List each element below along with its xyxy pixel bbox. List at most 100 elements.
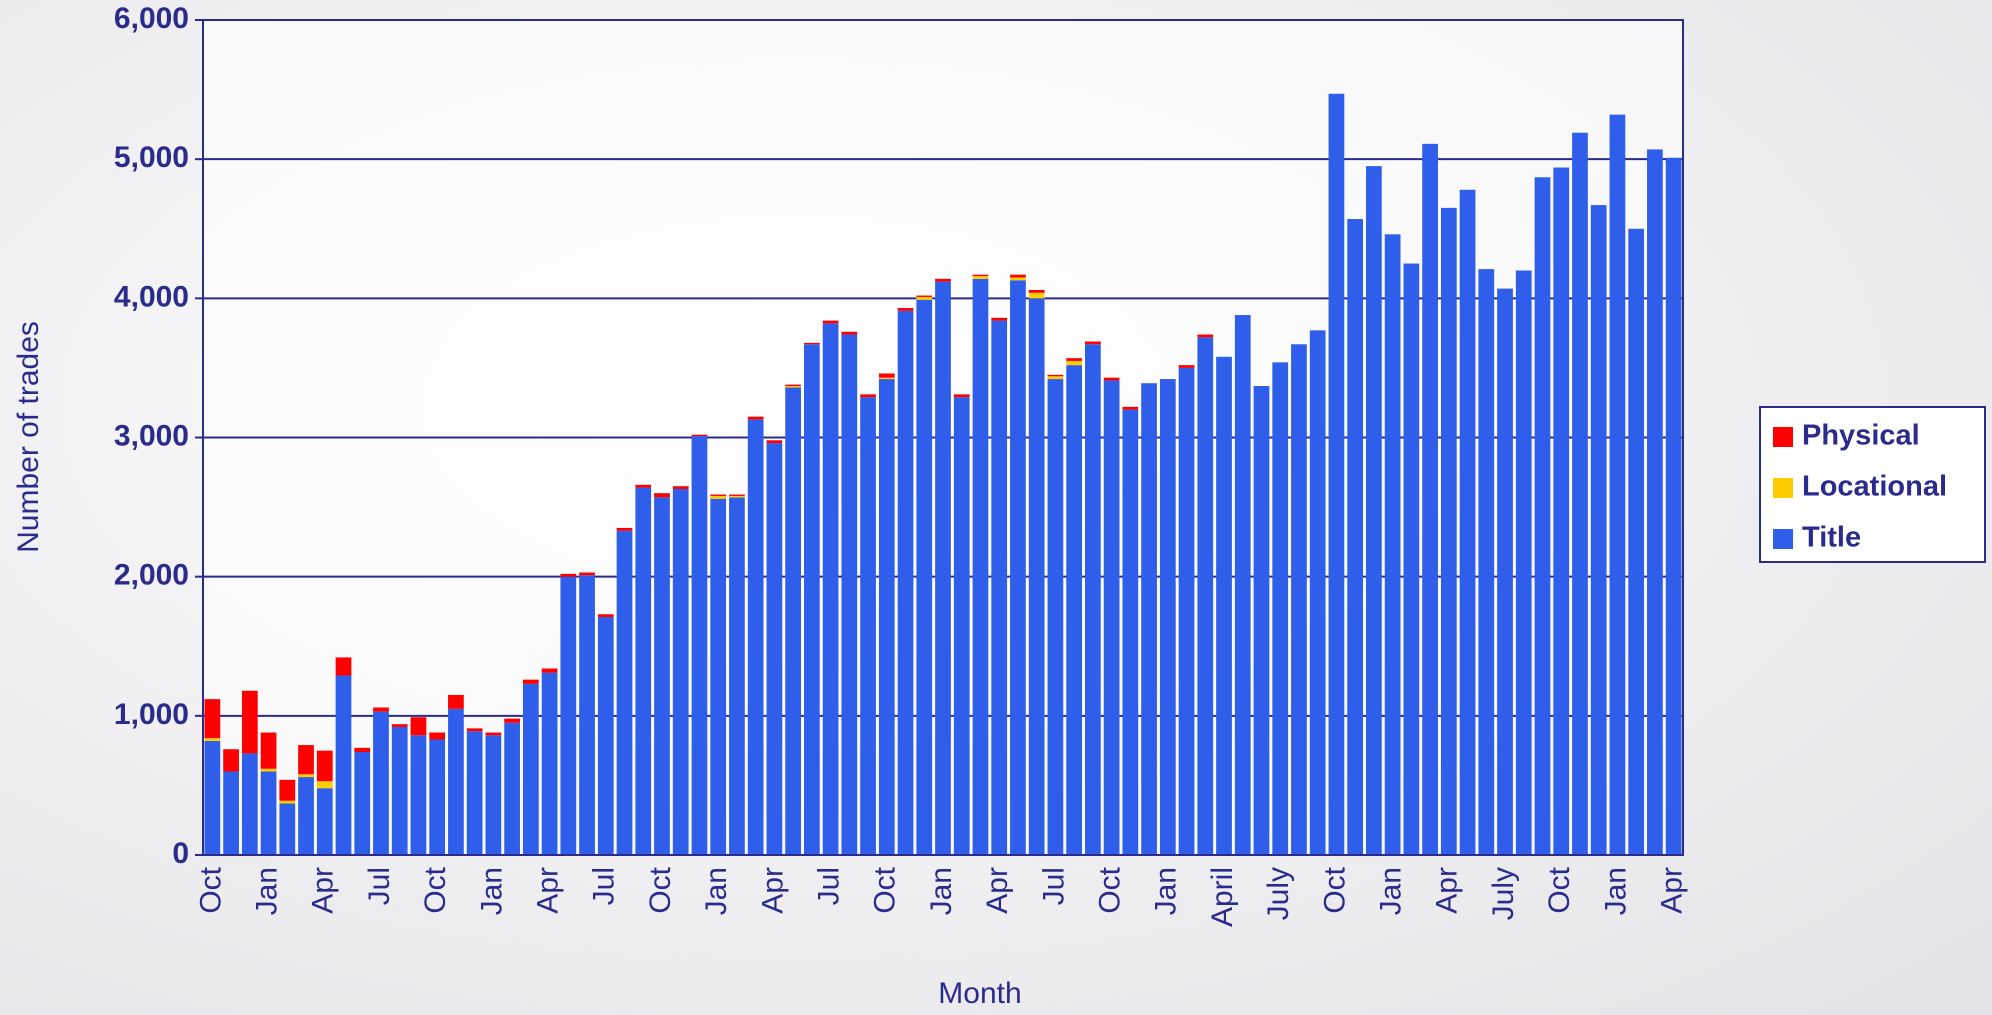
- bar-segment: [897, 310, 914, 855]
- bar-segment: [579, 572, 595, 576]
- bar-segment: [1553, 167, 1570, 855]
- bar-segment: [916, 296, 933, 300]
- bar-segment: [672, 488, 689, 855]
- bar-segment: [597, 617, 614, 855]
- bar-segment: [972, 276, 989, 279]
- bar-segment: [1328, 93, 1345, 856]
- bar-segment: [241, 753, 258, 855]
- x-tick-label: Apr: [756, 867, 789, 914]
- legend-swatch: [1773, 478, 1793, 498]
- bar-segment: [710, 498, 727, 855]
- bar-segment: [466, 728, 483, 732]
- bar-segment: [1178, 365, 1195, 368]
- bar-segment: [1028, 289, 1045, 293]
- bar-segment: [1384, 234, 1401, 856]
- bar-segment: [466, 731, 483, 855]
- bar-segment: [1010, 277, 1026, 281]
- bar-segment: [1272, 362, 1289, 855]
- x-tick-label: Oct: [644, 866, 677, 913]
- bar-segment: [223, 771, 239, 855]
- y-axis-title: Number of trades: [12, 321, 45, 553]
- bar-segment: [279, 800, 296, 804]
- y-tick-label: 2,000: [114, 559, 189, 592]
- bar-segment: [916, 295, 933, 297]
- bar-segment: [1066, 365, 1083, 855]
- x-tick-label: July: [1262, 867, 1295, 920]
- x-tick-label: Apr: [981, 867, 1014, 914]
- x-tick-label: Apr: [307, 867, 340, 914]
- y-tick-label: 3,000: [114, 419, 189, 452]
- bar-segment: [1103, 380, 1120, 855]
- x-tick-label: Jan: [1599, 867, 1632, 915]
- bar-segment: [1216, 356, 1232, 855]
- bar-segment: [1628, 228, 1645, 855]
- bar-segment: [1085, 341, 1101, 345]
- bar-segment: [785, 384, 801, 387]
- bar-segment: [541, 672, 558, 855]
- bar-segment: [373, 711, 389, 855]
- bar-segment: [1534, 177, 1551, 856]
- bar-segment: [1515, 270, 1532, 855]
- bar-segment: [1309, 330, 1326, 855]
- bar-segment: [916, 299, 933, 856]
- y-tick-label: 1,000: [114, 698, 189, 731]
- bar-segment: [729, 495, 745, 498]
- x-axis-title: Month: [938, 977, 1021, 1010]
- bar-segment: [1197, 337, 1214, 855]
- bar-segment: [972, 278, 989, 856]
- x-tick-label: July: [1487, 867, 1520, 920]
- x-tick-label: Apr: [1656, 867, 1689, 914]
- bar-segment: [729, 494, 745, 496]
- bar-segment: [1609, 114, 1626, 856]
- bar-segment: [1347, 219, 1364, 856]
- bar-segment: [429, 732, 446, 740]
- bar-segment: [373, 707, 389, 712]
- bar-segment: [560, 573, 577, 577]
- legend-label: Physical: [1802, 420, 1920, 452]
- bar-segment: [410, 735, 427, 855]
- bar-segment: [335, 657, 352, 676]
- legend-label: Locational: [1802, 471, 1947, 503]
- bar-segment: [316, 788, 333, 855]
- bar-segment: [597, 614, 614, 618]
- bar-segment: [485, 732, 502, 736]
- bar-segment: [1291, 344, 1307, 855]
- bar-segment: [953, 394, 970, 398]
- x-tick-label: Jan: [475, 867, 508, 915]
- bar-segment: [579, 575, 595, 855]
- bar-segment: [1478, 269, 1495, 855]
- bar-segment: [635, 484, 652, 488]
- legend-swatch: [1773, 529, 1793, 549]
- bar-segment: [822, 320, 839, 324]
- bar-segment: [841, 331, 858, 335]
- bar-segment: [991, 317, 1008, 321]
- bar-segment: [766, 443, 783, 855]
- bar-segment: [1234, 315, 1251, 855]
- y-tick-label: 4,000: [114, 280, 189, 313]
- x-tick-label: Oct: [194, 866, 227, 913]
- x-tick-label: Apr: [1431, 867, 1464, 914]
- bar-segment: [485, 735, 502, 855]
- bar-segment: [654, 497, 670, 855]
- bar-segment: [260, 768, 277, 772]
- bar-segment: [691, 436, 708, 855]
- x-tick-label: Jan: [1150, 867, 1183, 915]
- legend-label: Title: [1802, 522, 1861, 554]
- bar-segment: [1572, 132, 1588, 856]
- x-tick-label: Jul: [1037, 867, 1070, 905]
- bar-segment: [710, 495, 727, 499]
- bar-segment: [1197, 334, 1214, 338]
- bar-segment: [391, 724, 408, 727]
- bar-segment: [241, 690, 258, 754]
- bar-segment: [1047, 379, 1064, 855]
- bar-segment: [391, 726, 408, 855]
- x-tick-label: Jan: [700, 867, 733, 915]
- bar-segment: [1159, 379, 1176, 855]
- bar-segment: [316, 781, 333, 789]
- x-tick-label: Oct: [1318, 866, 1351, 913]
- bar-segment: [972, 274, 989, 277]
- bar-segment: [522, 683, 539, 855]
- bar-segment: [354, 752, 371, 855]
- bar-segment: [204, 740, 221, 855]
- bar-segment: [785, 387, 801, 855]
